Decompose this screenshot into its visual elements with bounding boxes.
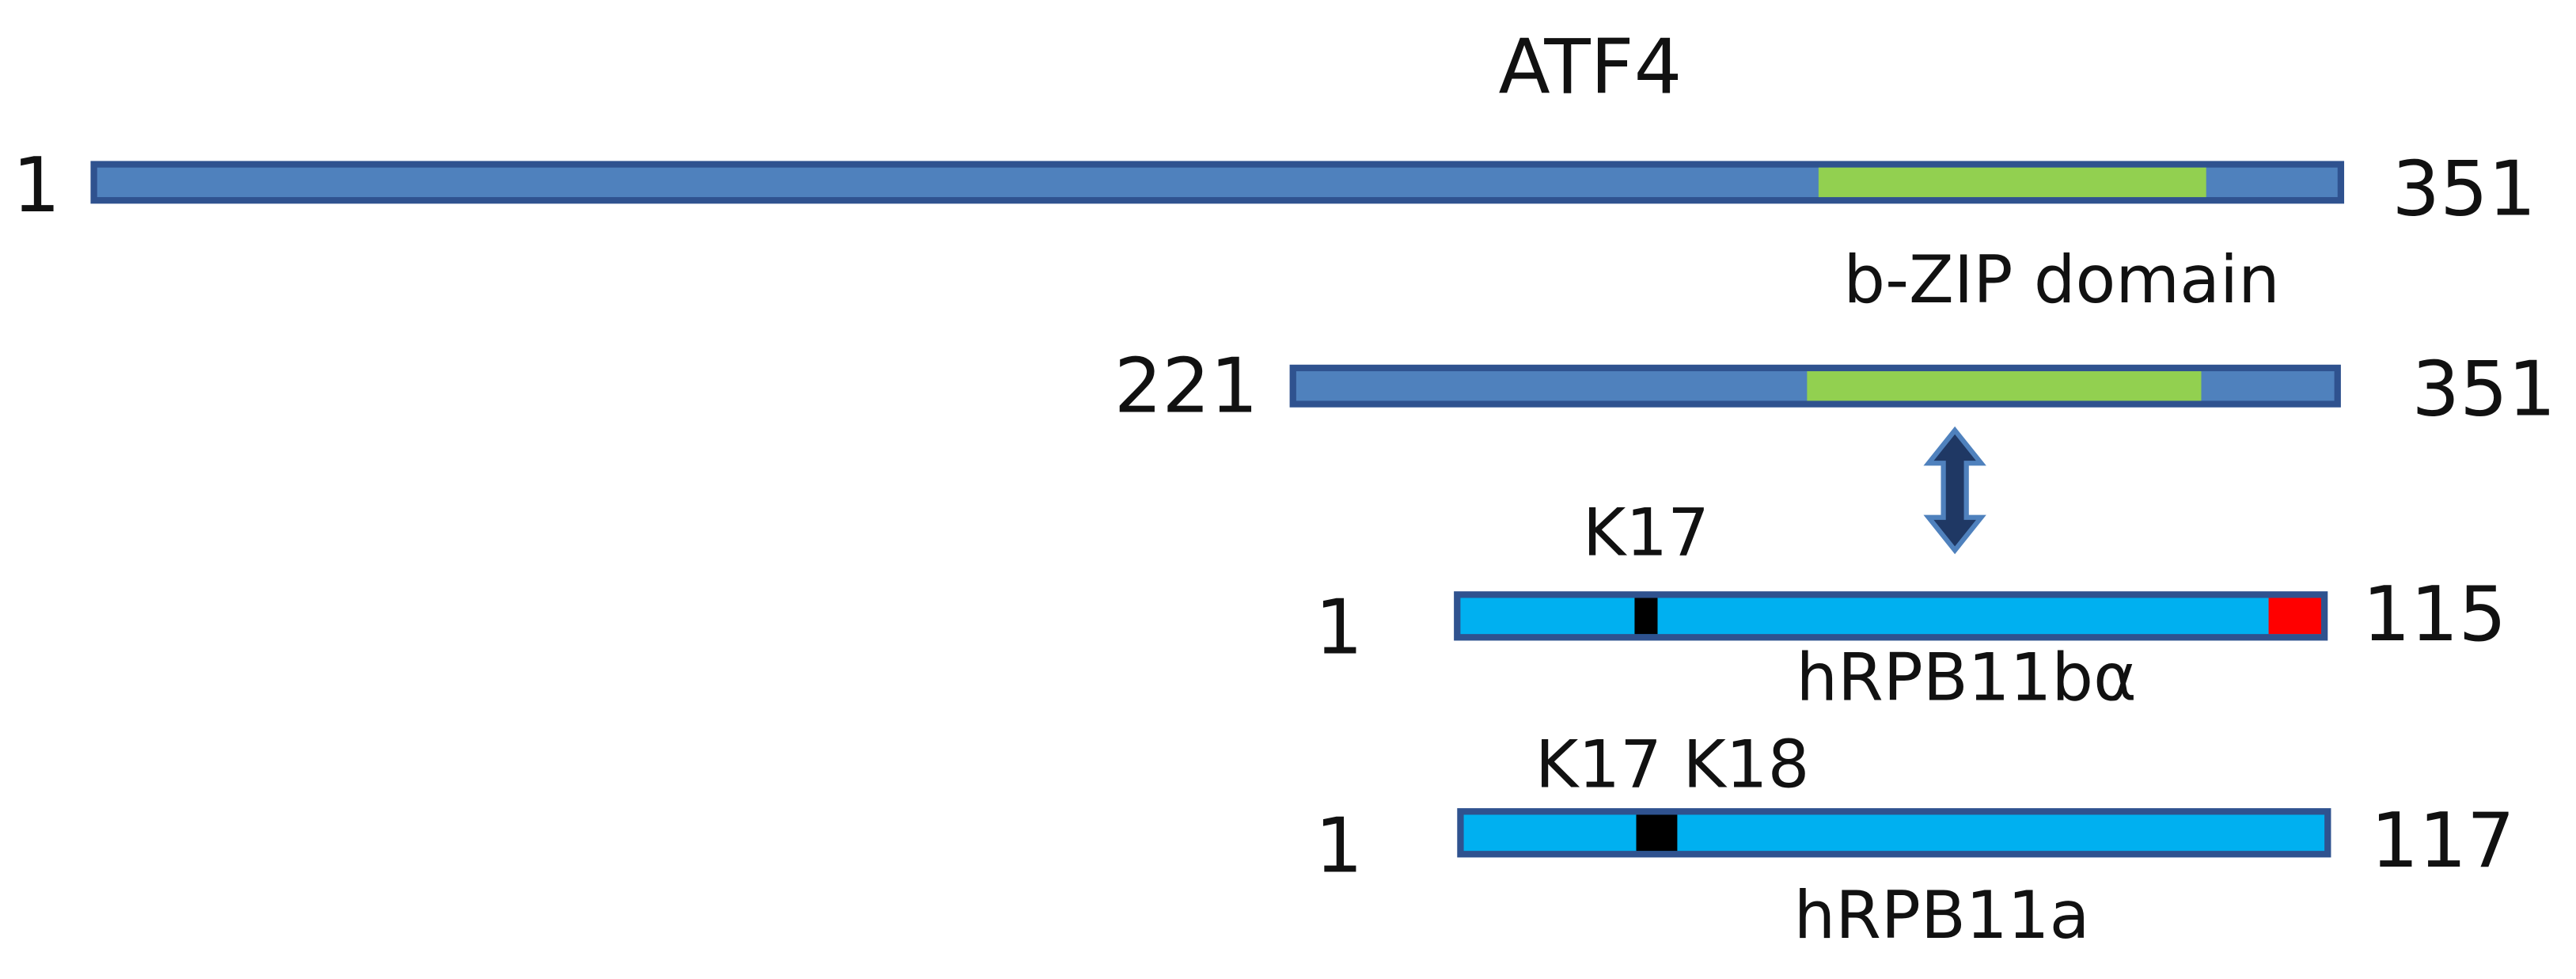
- end-label: 117: [2370, 796, 2514, 885]
- protein-bar: [1454, 591, 2328, 641]
- site-label: K17 K18: [1535, 726, 1810, 803]
- start-label: 1: [1315, 582, 1363, 671]
- site-label: K17: [1583, 495, 1709, 571]
- tail: [2268, 598, 2321, 635]
- domain: [1818, 167, 2206, 198]
- interaction-arrow: [1923, 426, 1986, 555]
- site: [1636, 814, 1678, 852]
- domain-label: b-ZIP domain: [1843, 241, 2279, 318]
- start-label: 1: [1315, 801, 1363, 890]
- title: ATF4: [1498, 23, 1682, 112]
- protein-name: hRPB11bα: [1796, 639, 2136, 715]
- protein-name: hRPB11a: [1794, 877, 2090, 954]
- end-label: 351: [2411, 344, 2555, 433]
- site: [1634, 598, 1658, 635]
- protein-bar: [1457, 808, 2331, 858]
- domain: [1807, 371, 2202, 401]
- end-label: 115: [2362, 570, 2506, 658]
- end-label: 351: [2392, 144, 2536, 233]
- start-label: 1: [13, 141, 61, 230]
- start-label: 221: [1114, 341, 1258, 430]
